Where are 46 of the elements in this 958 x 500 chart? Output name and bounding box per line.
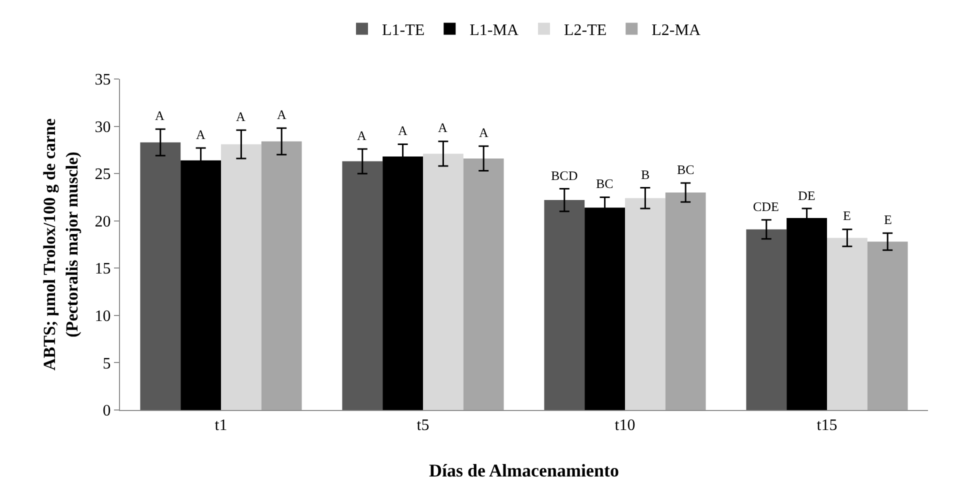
data-label: A	[236, 109, 246, 124]
bar	[746, 229, 787, 410]
data-label: A	[438, 120, 448, 135]
data-label: A	[357, 128, 367, 143]
legend-label: L1-TE	[382, 22, 425, 40]
data-label: E	[884, 212, 892, 227]
y-tick-label: 25	[94, 166, 111, 184]
y-tick-label: 35	[94, 72, 111, 89]
data-label: A	[398, 123, 408, 138]
data-label: B	[641, 167, 650, 182]
y-tick-label: 20	[94, 213, 111, 230]
data-label: A	[155, 108, 165, 123]
legend-label: L2-MA	[652, 22, 701, 40]
legend-label: L1-MA	[470, 22, 519, 40]
bar	[140, 142, 181, 410]
bar	[867, 242, 908, 410]
data-label: A	[479, 125, 489, 140]
x-tick-label: t1	[214, 417, 228, 434]
bar	[342, 161, 383, 410]
y-tick-label: 30	[94, 118, 111, 136]
x-tick-label: t15	[816, 417, 838, 434]
bar	[463, 158, 504, 410]
bar	[544, 200, 585, 410]
y-tick-label: 0	[102, 402, 111, 420]
bar	[261, 141, 302, 410]
legend-label: L2-TE	[564, 22, 607, 40]
data-label: A	[277, 107, 287, 122]
bar	[423, 154, 464, 410]
data-label: E	[843, 208, 851, 223]
x-axis-title: Días de Almacenamiento	[429, 460, 619, 480]
x-tick-label: t5	[416, 417, 430, 434]
bar	[625, 198, 666, 410]
data-label: BC	[677, 162, 694, 177]
x-tick-label: t10	[614, 417, 636, 434]
data-label: BCD	[551, 168, 578, 183]
bar	[221, 144, 262, 410]
bar	[665, 192, 706, 410]
y-tick-label: 15	[94, 260, 111, 278]
data-label: BC	[596, 176, 614, 191]
data-label: CDE	[753, 199, 780, 214]
data-label: DE	[798, 188, 816, 203]
y-axis-title: ABTS; µmol Trolox/100 g de carne (Pectoralis major muscle)	[40, 118, 82, 371]
y-tick-label: 10	[94, 308, 111, 326]
data-label: A	[196, 127, 206, 142]
bar	[827, 238, 868, 410]
y-tick-label: 5	[102, 355, 111, 372]
